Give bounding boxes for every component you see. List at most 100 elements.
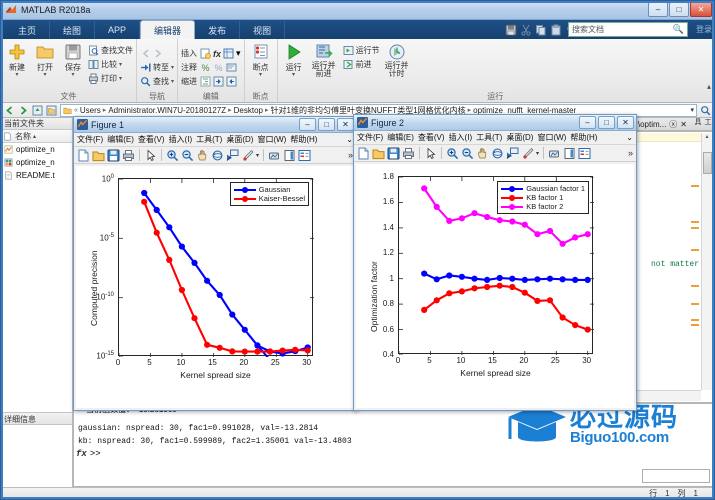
- tab-publish[interactable]: 发布: [195, 21, 241, 39]
- chevron-down-icon[interactable]: ▾: [171, 65, 175, 71]
- sort-ascending-icon[interactable]: ▴: [33, 133, 37, 140]
- breadcrumb-segment-user[interactable]: Administrator.WIN7U-20180127Z: [108, 105, 227, 115]
- menu-edit[interactable]: 编辑(E): [387, 133, 414, 142]
- figure-1-close-button[interactable]: ✕: [337, 118, 354, 131]
- menu-file[interactable]: 文件(F): [77, 135, 104, 144]
- figure-1-window[interactable]: Figure 1 – □ ✕ 文件(F) 编辑(E) 查看(V) 插入(I) 工…: [73, 116, 357, 411]
- figure-2-maximize-button[interactable]: □: [598, 116, 615, 129]
- menu-file[interactable]: 文件(F): [357, 133, 384, 142]
- path-dropdown-icon[interactable]: ▾: [690, 107, 694, 114]
- brush-dropdown-icon[interactable]: ▾: [256, 152, 260, 159]
- run-section-button[interactable]: 运行节: [343, 44, 380, 57]
- menu-desktop[interactable]: 桌面(D): [226, 135, 254, 144]
- zoom-in-icon[interactable]: [446, 147, 459, 160]
- figure-1-title-bar[interactable]: Figure 1 – □ ✕: [74, 117, 356, 133]
- open-figure-icon[interactable]: [372, 147, 385, 160]
- indent-left-icon[interactable]: [226, 76, 237, 87]
- menu-desktop[interactable]: 桌面(D): [506, 133, 534, 142]
- toolbar-overflow-icon[interactable]: »: [627, 148, 633, 158]
- brush-icon[interactable]: [241, 149, 254, 162]
- open-figure-icon[interactable]: [92, 149, 105, 162]
- editor-side-label[interactable]: 工具: [694, 118, 711, 125]
- chevron-down-icon[interactable]: ▾: [259, 72, 263, 78]
- menu-tools[interactable]: 工具(T): [476, 133, 503, 142]
- comment-percent-icon[interactable]: %: [200, 62, 211, 73]
- figure-1-canvas[interactable]: Computed precision 100 10-5 10-10 10-15: [76, 166, 354, 408]
- pan-icon[interactable]: [196, 149, 209, 162]
- brush-dropdown-icon[interactable]: ▾: [536, 150, 540, 157]
- figure-2-close-button[interactable]: ✕: [617, 116, 634, 129]
- chevron-down-icon[interactable]: ▾: [292, 72, 296, 78]
- figure-1-legend[interactable]: Gaussian Kaiser-Bessel: [229, 182, 309, 206]
- pointer-icon[interactable]: [144, 149, 157, 162]
- figure-2-minimize-button[interactable]: –: [579, 116, 596, 129]
- rotate-3d-icon[interactable]: [211, 149, 224, 162]
- command-window[interactable]: 当前函数值： -13.281368 gaussian: nspread: 30,…: [73, 403, 714, 487]
- insert-table-icon[interactable]: [223, 48, 234, 59]
- figure-1-maximize-button[interactable]: □: [318, 118, 335, 131]
- menu-help[interactable]: 帮助(H): [290, 135, 318, 144]
- chevron-down-icon[interactable]: ▾: [15, 72, 19, 78]
- fx-icon[interactable]: fx: [76, 449, 87, 459]
- breadcrumb-segment-users[interactable]: Users: [79, 105, 101, 115]
- breadcrumb-segment-folder[interactable]: optimize_nufft_kernel-master: [473, 105, 577, 115]
- list-item[interactable]: optimize_n: [1, 143, 72, 156]
- menu-view[interactable]: 查看(V): [417, 133, 445, 142]
- pan-icon[interactable]: [476, 147, 489, 160]
- compare-button[interactable]: 比较 ▾: [88, 58, 133, 71]
- tab-apps[interactable]: APP: [95, 21, 141, 39]
- zoom-out-icon[interactable]: [181, 149, 194, 162]
- brush-icon[interactable]: [521, 147, 534, 160]
- name-column-header[interactable]: 名称 ▴: [1, 130, 72, 143]
- scrollbar-thumb[interactable]: [702, 152, 712, 174]
- tab-plots[interactable]: 绘图: [50, 21, 96, 39]
- menu-tools[interactable]: 工具(T): [196, 135, 223, 144]
- editor-vertical-scrollbar[interactable]: ▴: [701, 133, 712, 390]
- wrap-comment-icon[interactable]: [226, 62, 237, 73]
- save-icon[interactable]: [505, 24, 517, 36]
- chevron-down-icon[interactable]: ▾: [119, 62, 123, 68]
- editor-tab-dropdown-icon[interactable]: ⓧ: [669, 119, 678, 129]
- arrow-left-icon[interactable]: [4, 105, 15, 116]
- paste-icon[interactable]: [550, 24, 562, 36]
- open-button[interactable]: 打开 ▾: [32, 41, 58, 78]
- menu-edit[interactable]: 编辑(E): [107, 135, 134, 144]
- chevron-down-icon[interactable]: ▾: [171, 79, 175, 85]
- fx-icon[interactable]: fx: [213, 48, 222, 59]
- search-icon[interactable]: 🔍: [672, 24, 684, 34]
- save-button[interactable]: 保存 ▾: [60, 41, 86, 78]
- menu-window[interactable]: 窗口(W): [537, 133, 567, 142]
- figure-2-window[interactable]: Figure 2 – □ ✕ 文件(F) 编辑(E) 查看(V) 插入(I) 工…: [353, 114, 637, 411]
- insert-block-icon[interactable]: [200, 48, 211, 59]
- zoom-out-icon[interactable]: [461, 147, 474, 160]
- link-plot-icon[interactable]: [268, 149, 281, 162]
- run-and-advance-button[interactable]: 运行并 前进: [309, 41, 339, 78]
- documentation-search-input[interactable]: 搜索文档 🔍: [568, 22, 688, 37]
- search-icon[interactable]: [700, 105, 711, 116]
- link-plot-icon[interactable]: [548, 147, 561, 160]
- breadcrumb-segment-desktop[interactable]: Desktop: [233, 105, 264, 115]
- data-cursor-icon[interactable]: [506, 147, 519, 160]
- indent-right-icon[interactable]: [213, 76, 224, 87]
- uncomment-icon[interactable]: %: [213, 62, 224, 73]
- print-figure-icon[interactable]: [402, 147, 415, 160]
- chevron-down-icon[interactable]: ▾: [119, 76, 123, 82]
- path-field[interactable]: « Users ▸ Administrator.WIN7U-20180127Z …: [60, 103, 697, 117]
- advance-button[interactable]: 前进: [343, 58, 380, 71]
- new-button[interactable]: 新建 ▾: [4, 41, 30, 78]
- figure-2-legend[interactable]: Gaussian factor 1 KB factor 1 KB factor …: [497, 181, 589, 214]
- toolbar-overflow-icon[interactable]: »: [347, 150, 353, 160]
- chevron-down-icon[interactable]: ▾: [71, 72, 75, 78]
- nav-back-button[interactable]: [140, 47, 174, 60]
- chevron-down-icon[interactable]: ▾: [43, 72, 47, 78]
- save-figure-icon[interactable]: [107, 149, 120, 162]
- tab-view[interactable]: 视图: [240, 21, 286, 39]
- scroll-up-icon[interactable]: ▴: [705, 134, 709, 140]
- menu-insert[interactable]: 插入(I): [168, 135, 193, 144]
- menu-overflow-icon[interactable]: ⌄: [346, 135, 353, 144]
- editor-tab-label[interactable]: \optim...: [637, 119, 667, 129]
- list-item[interactable]: optimize_n: [1, 156, 72, 169]
- arrow-up-icon[interactable]: [32, 105, 43, 116]
- legend-icon[interactable]: [578, 147, 591, 160]
- data-cursor-icon[interactable]: [226, 149, 239, 162]
